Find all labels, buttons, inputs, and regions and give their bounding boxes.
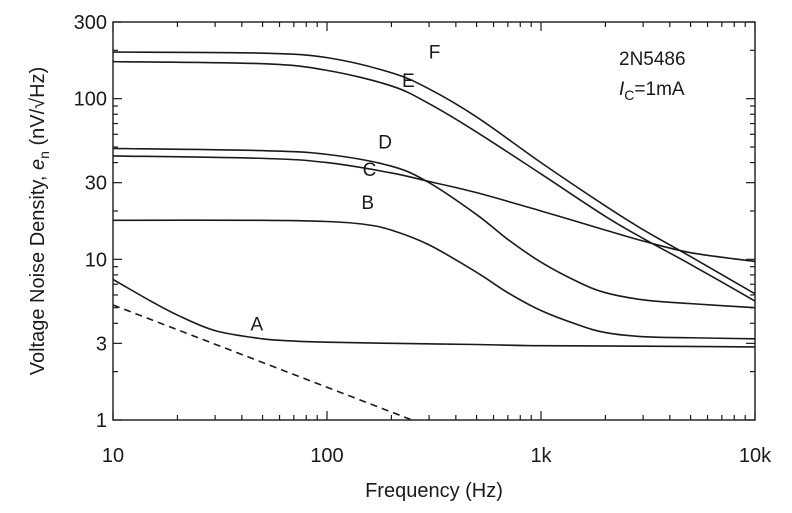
x-tick-label: 10: [102, 445, 124, 467]
curve-label-b: B: [361, 193, 374, 214]
curve-e: [112, 60, 756, 302]
curve-label-e: E: [402, 71, 415, 92]
curve-label-c: C: [363, 160, 377, 181]
y-tick-label: 30: [85, 173, 107, 195]
y-tick-label: 1: [96, 410, 107, 432]
bias-condition: IC=1mA: [619, 79, 685, 103]
curve-label-f: F: [429, 42, 441, 63]
curve-d: [112, 147, 756, 309]
x-tick-label: 100: [310, 445, 343, 467]
x-axis-label: Frequency (Hz): [365, 480, 503, 502]
y-tick-label: 300: [74, 12, 107, 34]
tick-labels: 10 100 1k 10k 1 3 10 30 100 300: [74, 12, 772, 467]
curve-labels: A BCD EF: [250, 42, 440, 335]
curve-b: [112, 219, 756, 340]
axis-ticks: [112, 21, 756, 421]
x-tick-label: 1k: [530, 445, 552, 467]
y-tick-label: 3: [96, 333, 107, 355]
curve-label-d: D: [378, 132, 392, 153]
plot-frame: [112, 21, 756, 421]
y-tick-label: 100: [74, 89, 107, 111]
y-axis-label: Voltage Noise Density, en (nV/√Hz): [27, 67, 52, 376]
dashed-reference-line: [112, 304, 413, 421]
part-number: 2N5486: [619, 49, 686, 70]
curve-label-a: A: [250, 315, 263, 336]
curve-a: [112, 278, 756, 348]
curve-c: [112, 155, 756, 263]
y-tick-label: 10: [85, 249, 107, 271]
x-tick-label: 10k: [739, 445, 772, 467]
curves: [112, 51, 756, 421]
curve-f: [112, 51, 756, 295]
